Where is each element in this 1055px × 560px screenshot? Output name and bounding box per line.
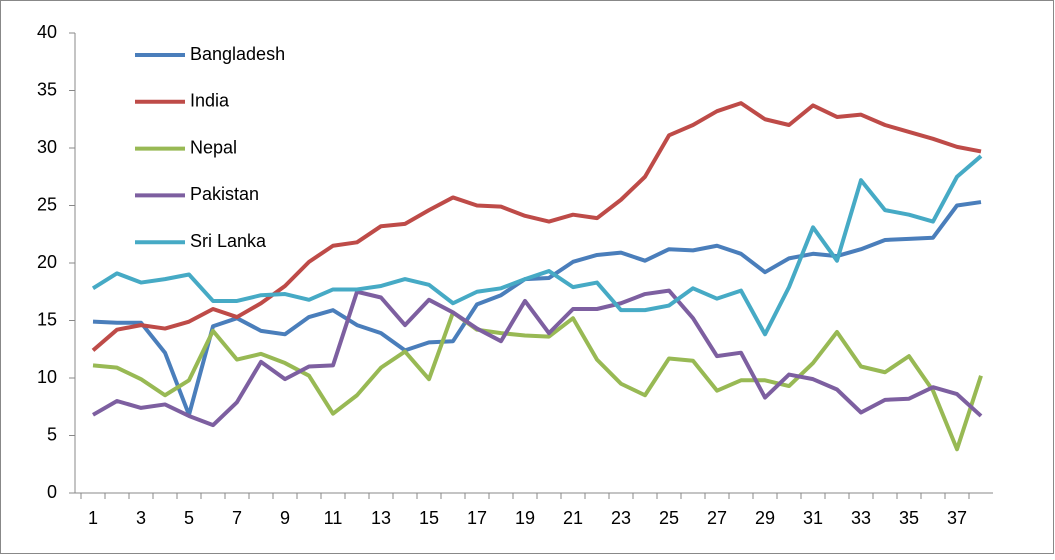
series-line — [92, 288, 983, 428]
series-line — [91, 101, 982, 352]
x-tick-label: 27 — [707, 508, 727, 528]
x-tick-label: 17 — [467, 508, 487, 528]
x-tick-label: 3 — [136, 508, 146, 528]
y-tick-label: 20 — [37, 252, 57, 272]
x-tick-label: 7 — [232, 508, 242, 528]
y-tick-label: 35 — [37, 79, 57, 99]
y-tick-label: 5 — [47, 424, 57, 444]
x-tick-label: 9 — [280, 508, 290, 528]
y-tick-label: 10 — [37, 367, 57, 387]
x-tick-label: 19 — [515, 508, 535, 528]
y-tick-label: 0 — [47, 482, 57, 502]
legend-label: Bangladesh — [190, 44, 285, 64]
x-tick-label: 37 — [947, 508, 967, 528]
x-tick-label: 11 — [324, 508, 343, 528]
y-tick-label: 30 — [37, 137, 57, 157]
x-tick-label: 13 — [371, 508, 391, 528]
x-tick-label: 1 — [88, 508, 98, 528]
series-line — [91, 154, 983, 337]
x-tick-label: 31 — [803, 508, 823, 528]
legend-label: Sri Lanka — [190, 231, 267, 251]
x-tick-label: 29 — [755, 508, 775, 528]
x-tick-label: 15 — [419, 508, 439, 528]
y-tick-label: 25 — [37, 194, 57, 214]
legend-label: India — [190, 91, 230, 111]
y-tick-label: 40 — [37, 22, 57, 42]
y-tick-label: 15 — [37, 309, 57, 329]
x-tick-label: 35 — [899, 508, 919, 528]
x-tick-label: 21 — [563, 508, 583, 528]
x-tick-label: 5 — [184, 508, 194, 528]
legend-label: Nepal — [190, 137, 237, 157]
series-line — [92, 310, 983, 452]
x-tick-label: 23 — [611, 508, 631, 528]
x-tick-label: 33 — [851, 508, 871, 528]
x-tick-label: 25 — [659, 508, 679, 528]
legend-label: Pakistan — [190, 184, 259, 204]
